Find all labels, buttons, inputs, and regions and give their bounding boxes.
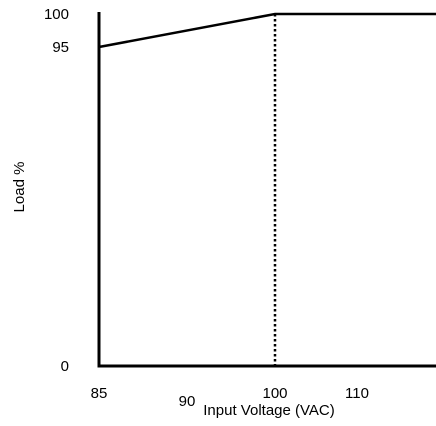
x-tick-label-100: 100 (262, 385, 287, 402)
axes (97, 12, 436, 368)
y-tick-label-95: 95 (52, 39, 69, 56)
x-axis-title: Input Voltage (VAC) (203, 402, 334, 419)
y-tick-label-0: 0 (61, 358, 69, 375)
y-axis-title: Load % (11, 162, 28, 213)
y-tick-label-100: 100 (44, 6, 69, 23)
series-line-0 (98, 12, 436, 49)
x-tick-label-85: 85 (91, 385, 108, 402)
x-tick-label-110: 110 (345, 385, 369, 402)
tick-labels: 85 90 100 110 0 95 100 (44, 6, 369, 410)
x-tick-label-90: 90 (179, 393, 196, 410)
plot-area (98, 12, 436, 366)
